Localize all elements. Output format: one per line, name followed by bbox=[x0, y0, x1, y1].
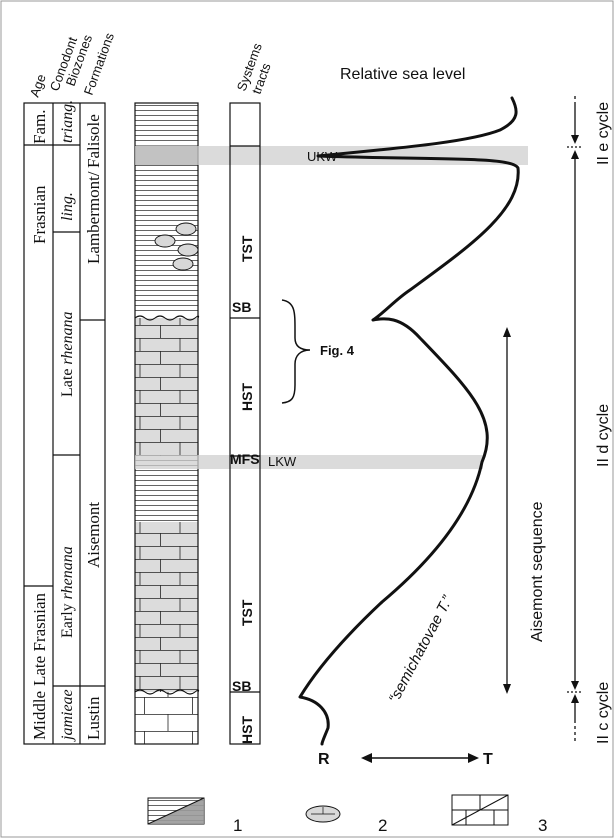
age-famennian: Fam. bbox=[30, 110, 49, 144]
legend-symbol-3 bbox=[451, 794, 509, 826]
formation-falisole: Falisole bbox=[84, 114, 103, 168]
age-frasnian: Frasnian bbox=[30, 185, 49, 244]
legend-symbol-2 bbox=[305, 805, 341, 823]
formation-aisemont: Aisemont bbox=[84, 502, 103, 568]
legend-symbol-1 bbox=[147, 797, 205, 825]
tract-hst-upper: HST bbox=[239, 383, 255, 411]
formation-lustin: Lustin bbox=[84, 696, 103, 740]
label-lkw: LKW bbox=[268, 454, 297, 469]
label-semichatovae: “semichatovae T.” bbox=[386, 592, 457, 706]
nodule-symbols bbox=[154, 222, 199, 271]
conodont-early-rhenana: Early rhenana bbox=[59, 546, 76, 638]
legend-label-1: 1 bbox=[233, 816, 242, 835]
cycle-ii-c: II c cycle bbox=[595, 682, 612, 744]
cycle-ii-e: II e cycle bbox=[595, 102, 612, 165]
conodont-jamieae: jamieae bbox=[59, 689, 76, 742]
conodont-ling: ling. bbox=[59, 192, 76, 221]
tract-tst-lower: TST bbox=[239, 599, 255, 626]
cycle-boundaries bbox=[567, 96, 583, 744]
legend-label-2: 2 bbox=[378, 816, 387, 835]
age-late-frasnian: Late Frasnian bbox=[30, 593, 49, 686]
conodont-late-rhenana: Late rhenana bbox=[59, 312, 76, 397]
legend-label-3: 3 bbox=[538, 816, 547, 835]
tract-mfs: MFS bbox=[230, 451, 260, 467]
tract-tst-upper: TST bbox=[239, 235, 255, 262]
regression-transgression-arrow bbox=[361, 753, 479, 763]
fig4-brace bbox=[281, 299, 311, 404]
age-middle: Middle bbox=[30, 691, 49, 740]
tract-sb-upper: SB bbox=[232, 299, 251, 315]
conodont-triang: triang. bbox=[59, 100, 76, 143]
header-age: Age bbox=[27, 72, 49, 99]
label-fig4: Fig. 4 bbox=[320, 343, 355, 358]
legend: 1 2 3 bbox=[147, 794, 547, 835]
lkw-band bbox=[135, 455, 483, 469]
systems-tracts-column bbox=[229, 102, 261, 745]
header-relative-sea-level: Relative sea level bbox=[340, 66, 465, 83]
strat-table bbox=[23, 102, 106, 745]
label-r: R bbox=[318, 751, 330, 768]
label-t: T bbox=[483, 751, 493, 768]
tract-sb-lower: SB bbox=[232, 678, 251, 694]
lithology-column bbox=[134, 102, 200, 745]
tract-hst-lower: HST bbox=[239, 716, 255, 744]
label-aisemont-sequence: Aisemont sequence bbox=[529, 501, 546, 642]
cycle-ii-d: II d cycle bbox=[595, 404, 612, 467]
aisemont-sequence-arrow bbox=[503, 327, 511, 694]
formation-lambermont: Lambermont/ bbox=[84, 171, 103, 264]
sea-level-curve bbox=[298, 96, 520, 746]
